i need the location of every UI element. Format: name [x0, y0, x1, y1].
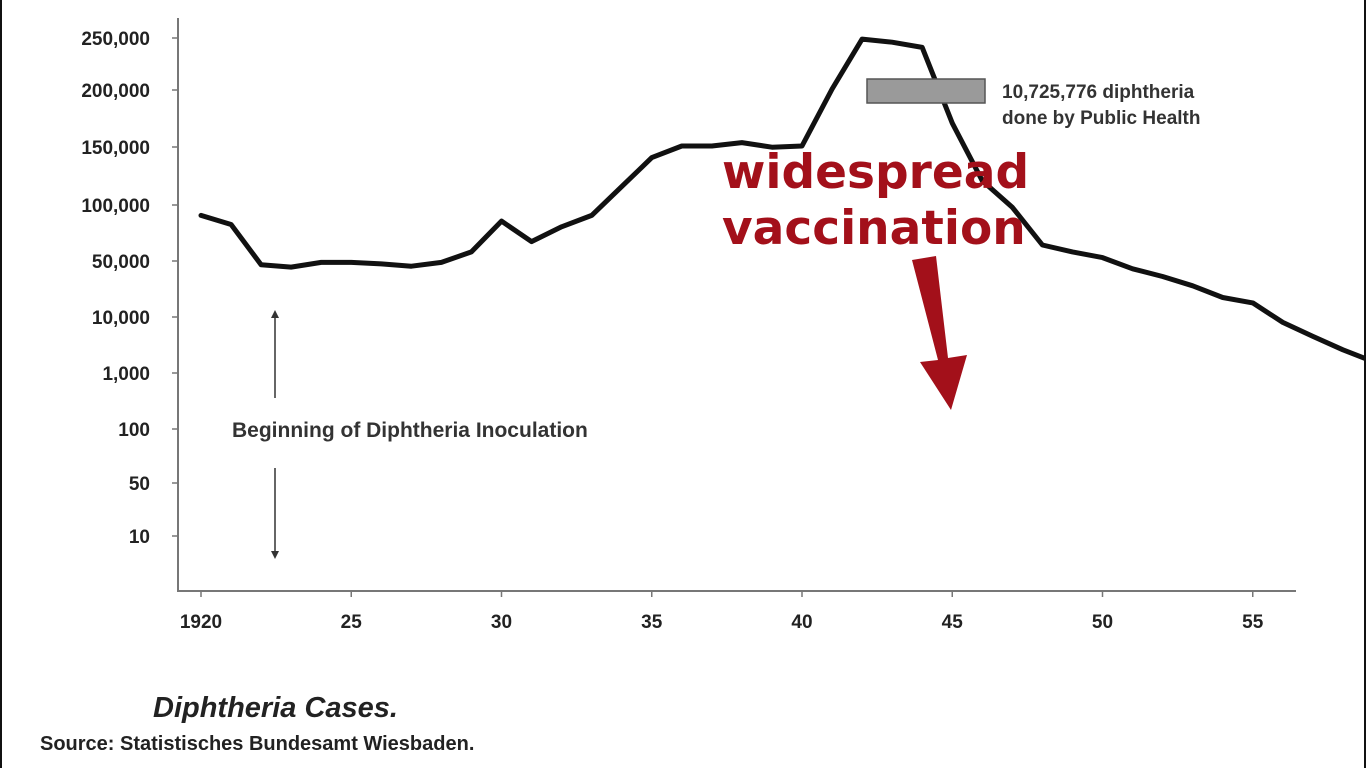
legend-label-line2: done by Public Health [1002, 108, 1200, 129]
annotation-arrowhead-up [271, 310, 279, 318]
x-tick-label: 1920 [180, 612, 222, 633]
inoculation-annotation: Beginning of Diphtheria Inoculation [232, 419, 588, 442]
annotation-arrowhead-down [271, 551, 279, 559]
callout-arrow [912, 256, 967, 410]
legend-swatch [866, 78, 986, 104]
y-tick-label: 10,000 [92, 308, 150, 329]
x-tick-label: 25 [341, 612, 363, 633]
x-tick-label: 40 [791, 612, 812, 633]
y-tick-label: 1,000 [102, 364, 150, 385]
y-tick-label: 150,000 [81, 138, 150, 159]
callout-line1: widespread [722, 145, 1029, 200]
y-tick-label: 200,000 [81, 81, 150, 102]
y-tick-label: 50,000 [92, 252, 150, 273]
chart-source: Source: Statistisches Bundesamt Wiesbade… [40, 733, 475, 755]
y-tick-label: 100 [118, 420, 150, 441]
y-tick-label: 10 [129, 527, 150, 548]
y-tick-label: 250,000 [81, 29, 150, 50]
x-tick-label: 35 [641, 612, 663, 633]
y-tick-label: 100,000 [81, 196, 150, 217]
x-tick-label: 50 [1092, 612, 1113, 633]
diphtheria-chart: 250,000 200,000 150,000 100,000 50,000 10,000… [81, 18, 1366, 633]
chart-caption: Diphtheria Cases. [153, 692, 398, 724]
y-axis-ticks: 250,000 200,000 150,000 100,000 50,000 10,000… [81, 29, 178, 548]
x-tick-label: 45 [942, 612, 964, 633]
y-tick-label: 50 [129, 474, 150, 495]
x-tick-label: 30 [491, 612, 512, 633]
legend-label-line1: 10,725,776 diphtheria [1002, 82, 1195, 103]
callout-line2: vaccination [722, 201, 1026, 256]
x-axis-ticks: 19202530354045505560657075808590 [180, 591, 1264, 633]
x-tick-label: 55 [1242, 612, 1264, 633]
series-line [198, 36, 1366, 362]
